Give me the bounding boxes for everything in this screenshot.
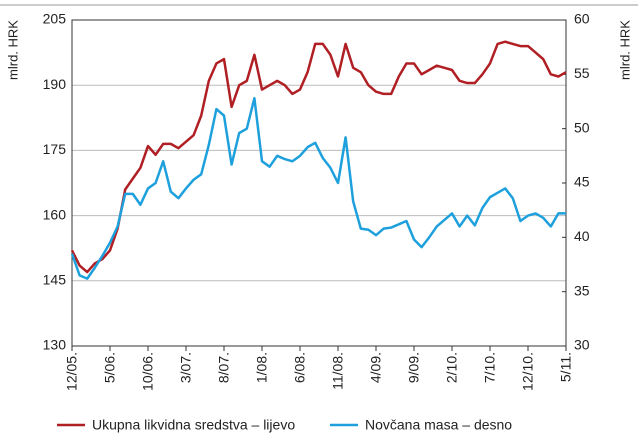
y-tick-label: 190 bbox=[43, 76, 67, 92]
y2-tick-label: 55 bbox=[574, 65, 590, 81]
y2-axis-label: mlrd. HRK bbox=[617, 20, 632, 80]
y2-tick-label: 45 bbox=[574, 174, 590, 190]
x-tick-label: 3/07. bbox=[178, 352, 194, 383]
legend-label: Ukupna likvidna sredstva – lijevo bbox=[92, 417, 295, 433]
y-tick-label: 160 bbox=[43, 206, 67, 222]
y-tick-label: 205 bbox=[43, 11, 67, 27]
x-tick-label: 4/09. bbox=[368, 352, 384, 383]
y-tick-label: 175 bbox=[43, 141, 67, 157]
y2-tick-label: 35 bbox=[574, 282, 590, 298]
x-tick-label: 5/06. bbox=[102, 352, 118, 383]
y-axis-label: mlrd. HRK bbox=[5, 20, 20, 80]
y-tick-label: 130 bbox=[43, 337, 67, 353]
x-tick-label: 8/07. bbox=[216, 352, 232, 383]
series-line bbox=[70, 96, 566, 280]
x-tick-label: 12/10. bbox=[520, 352, 536, 391]
x-tick-label: 10/06. bbox=[140, 352, 156, 391]
legend-label: Novčana masa – desno bbox=[365, 417, 512, 433]
x-tick-label: 11/08. bbox=[330, 352, 346, 390]
x-tick-label: 9/09. bbox=[406, 352, 422, 383]
x-tick-label: 7/10. bbox=[482, 352, 498, 383]
y2-tick-label: 50 bbox=[574, 119, 590, 135]
x-tick-label: 12/05. bbox=[64, 352, 80, 391]
y-tick-label: 145 bbox=[43, 272, 67, 288]
y2-tick-label: 40 bbox=[574, 228, 590, 244]
y2-tick-label: 30 bbox=[574, 337, 590, 353]
y2-tick-label: 60 bbox=[574, 11, 590, 27]
x-tick-label: 1/08. bbox=[254, 352, 270, 383]
x-tick-label: 6/08. bbox=[292, 352, 308, 383]
series-line bbox=[70, 40, 567, 274]
x-tick-label: 2/10. bbox=[444, 352, 460, 383]
plot-frame bbox=[71, 19, 567, 347]
x-tick-label: 5/11. bbox=[558, 352, 574, 382]
